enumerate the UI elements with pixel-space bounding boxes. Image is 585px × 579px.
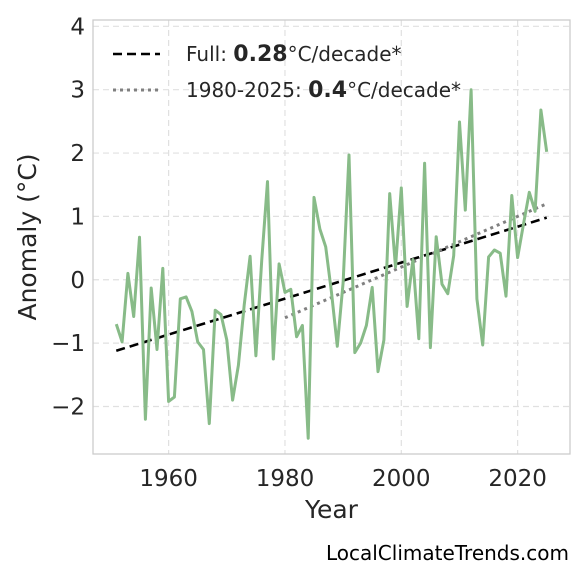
trend-line-dotted bbox=[284, 202, 548, 320]
x-tick-label: 1960 bbox=[139, 466, 198, 492]
y-tick-label: 1 bbox=[70, 204, 85, 230]
y-axis-title: Anomaly (°C) bbox=[13, 153, 42, 320]
y-tick-label: −2 bbox=[51, 394, 85, 420]
x-tick-label: 2000 bbox=[372, 466, 431, 492]
anomaly-series-line bbox=[114, 88, 549, 440]
site-credit: LocalClimateTrends.com bbox=[325, 541, 569, 565]
y-tick-label: −1 bbox=[51, 331, 85, 357]
legend-entry: 1980-2025: 0.4°C/decade* bbox=[186, 78, 461, 103]
y-tick-label: 0 bbox=[70, 268, 85, 294]
y-tick-label: 3 bbox=[70, 78, 85, 104]
legend-entry: Full: 0.28°C/decade* bbox=[186, 42, 402, 67]
y-tick-label: 4 bbox=[70, 14, 85, 40]
plot-frame bbox=[92, 19, 571, 455]
x-axis-title: Year bbox=[304, 495, 359, 524]
x-tick-label: 2020 bbox=[488, 466, 547, 492]
legend: Full: 0.28°C/decade* 1980-2025: 0.4°C/dec… bbox=[113, 42, 461, 103]
x-tick-label: 1980 bbox=[256, 466, 315, 492]
y-tick-label: 2 bbox=[70, 141, 85, 167]
y-tick-labels: −2 −1 0 1 2 3 4 bbox=[51, 14, 85, 420]
x-tick-labels: 1960 1980 2000 2020 bbox=[139, 466, 547, 492]
data-series bbox=[114, 88, 549, 440]
